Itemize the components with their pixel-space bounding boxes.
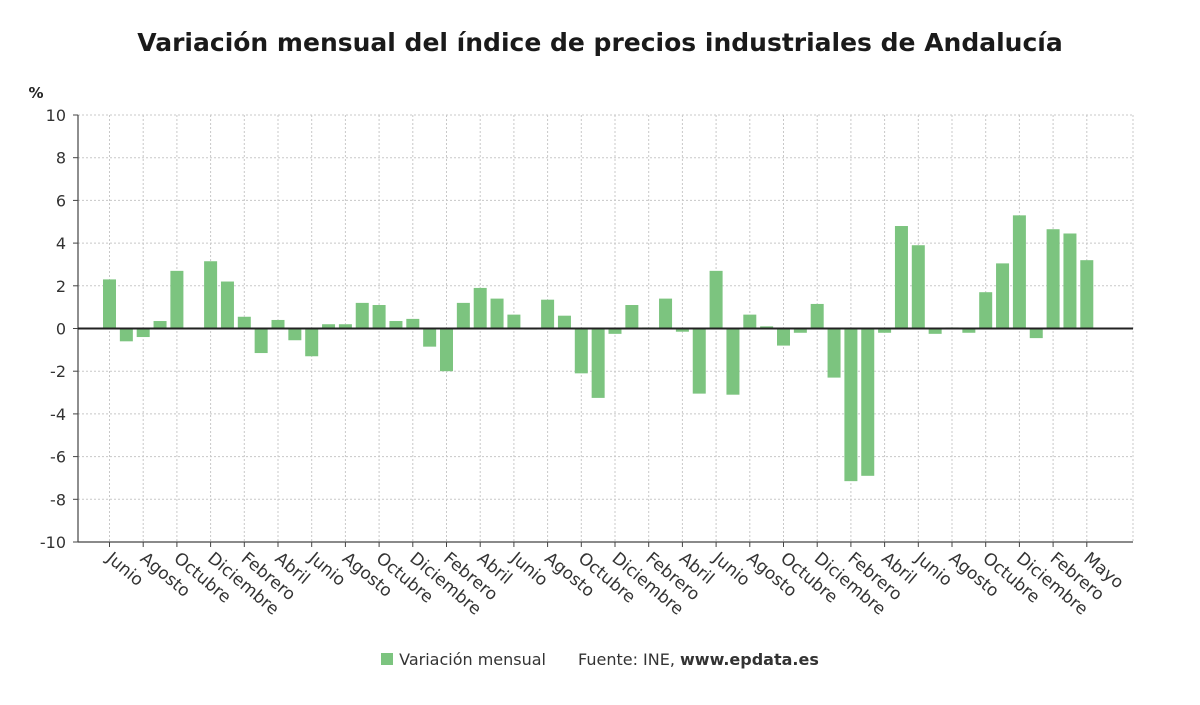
bar [389, 321, 403, 329]
bar [204, 261, 218, 329]
legend: Variación mensual Fuente: INE, www.epdata… [0, 650, 1200, 669]
bar [861, 328, 875, 476]
legend-series-label: Variación mensual [399, 650, 546, 669]
bar [406, 318, 420, 329]
bar [608, 328, 622, 334]
bar [625, 305, 639, 329]
bar [136, 328, 150, 338]
bar [709, 270, 723, 329]
bar [338, 324, 352, 329]
bar [103, 279, 116, 329]
bar [793, 328, 807, 333]
bar [1029, 328, 1043, 339]
bar [591, 328, 605, 398]
x-tick-label: Junio [102, 548, 148, 591]
bar [911, 245, 925, 329]
bar [894, 226, 908, 329]
source-site: www.epdata.es [680, 650, 819, 669]
bar [1012, 215, 1026, 329]
bar [170, 270, 184, 329]
bar [743, 314, 757, 329]
bar [119, 328, 133, 342]
y-tick-label: 2 [56, 277, 66, 296]
bar [322, 324, 336, 329]
bar [220, 281, 234, 329]
bar [355, 302, 369, 329]
y-tick-label: -8 [50, 490, 66, 509]
y-tick-label: 4 [56, 234, 66, 253]
x-tick-label: Junio [910, 548, 956, 591]
bar [574, 328, 588, 374]
bar [726, 328, 740, 395]
bar [456, 302, 470, 329]
y-tick-label: -10 [40, 533, 66, 552]
y-tick-label: -2 [50, 362, 66, 381]
y-tick-label: -6 [50, 448, 66, 467]
bar [810, 303, 824, 329]
x-tick-label: Junio [506, 548, 552, 591]
bar [878, 328, 892, 333]
bar [692, 328, 706, 394]
bar [490, 298, 504, 329]
y-axis-label: % [28, 84, 43, 102]
bar [440, 328, 453, 372]
bar [777, 328, 790, 346]
bar [827, 328, 841, 378]
bar [254, 328, 268, 354]
bar [541, 299, 555, 329]
bar [271, 319, 285, 329]
bar [557, 315, 571, 329]
bar [928, 328, 942, 334]
x-tick-label: Junio [708, 548, 754, 591]
bar [1046, 229, 1060, 329]
bar [962, 328, 976, 333]
bar [305, 328, 319, 357]
y-tick-label: 6 [56, 191, 66, 210]
bar [844, 328, 858, 482]
bar [473, 287, 487, 329]
bar [760, 326, 774, 329]
bar [659, 298, 673, 329]
bar [153, 321, 167, 329]
bar [423, 328, 437, 347]
bar [996, 263, 1010, 329]
bar [1080, 260, 1094, 329]
source-note: Fuente: INE, www.epdata.es [578, 650, 819, 669]
y-tick-label: 8 [56, 149, 66, 168]
y-tick-label: 0 [56, 320, 66, 339]
bars [103, 215, 1094, 482]
bar [507, 314, 521, 329]
bar [372, 305, 386, 329]
bar [288, 328, 302, 341]
y-tick-label: -4 [50, 405, 66, 424]
bar [675, 328, 689, 332]
y-tick-label: 10 [46, 106, 66, 125]
bar [979, 292, 993, 329]
source-prefix: Fuente: INE, [578, 650, 681, 669]
x-tick-label: Junio [304, 548, 350, 591]
bar [237, 316, 251, 329]
chart-title: Variación mensual del índice de precios … [137, 28, 1063, 57]
bar [1063, 233, 1077, 329]
legend-swatch [381, 652, 394, 665]
